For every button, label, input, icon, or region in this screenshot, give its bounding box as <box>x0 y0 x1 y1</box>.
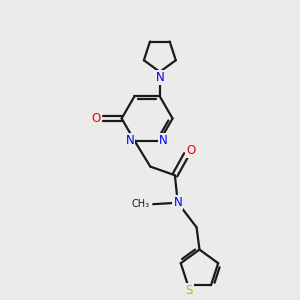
Text: N: N <box>126 134 134 147</box>
Text: O: O <box>186 144 195 158</box>
Text: N: N <box>155 70 164 84</box>
Text: S: S <box>186 284 193 297</box>
Text: N: N <box>173 196 182 209</box>
Text: N: N <box>159 134 168 147</box>
Text: CH₃: CH₃ <box>132 199 150 209</box>
Text: O: O <box>92 112 101 125</box>
